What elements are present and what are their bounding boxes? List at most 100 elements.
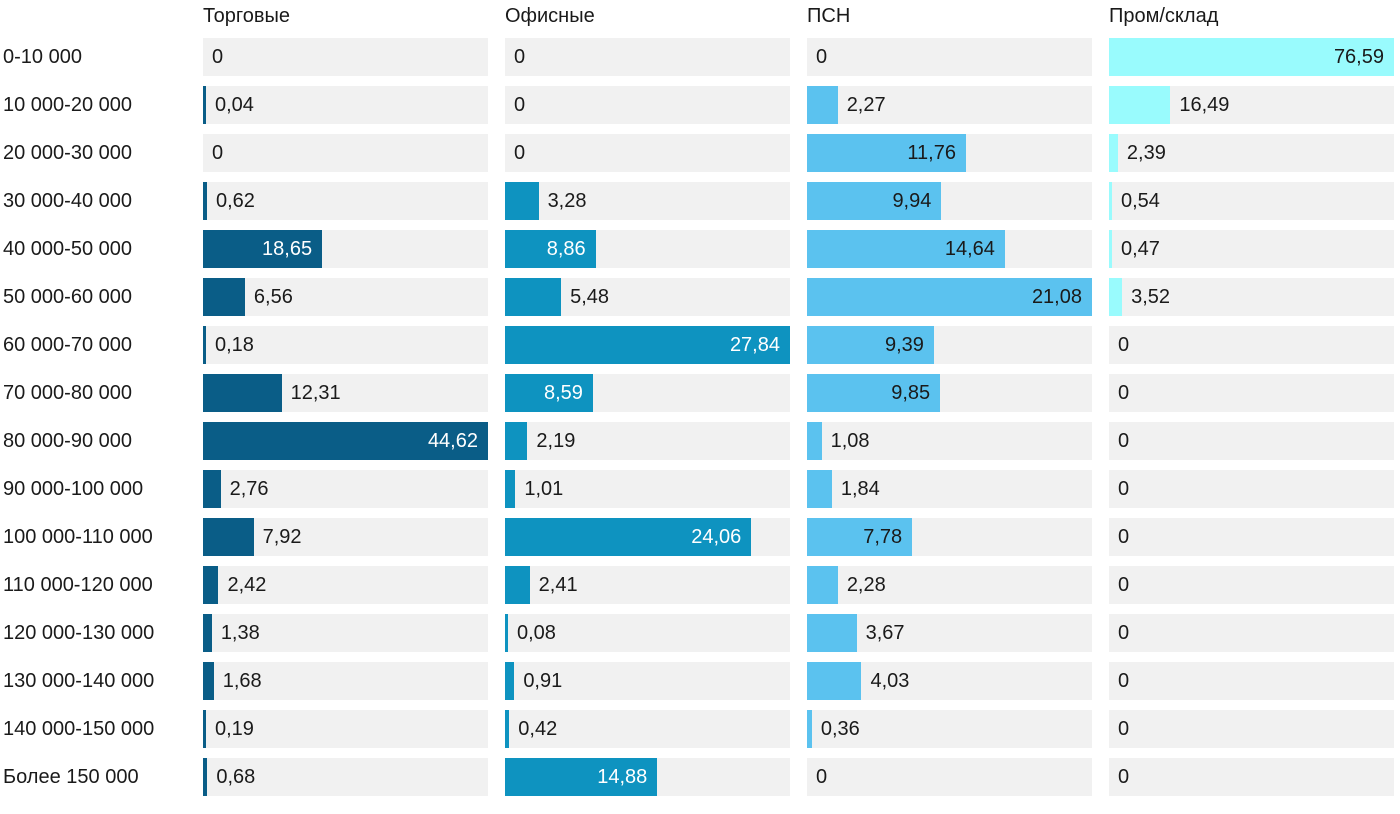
bar-value-label: 7,78	[863, 526, 903, 548]
bar	[505, 518, 752, 556]
bar	[807, 662, 862, 700]
bar-track: 1,68	[203, 662, 488, 700]
bar-track: 16,49	[1109, 86, 1394, 124]
chart-row: 60 000-70 000 0,18 27,84 9,39 0	[0, 326, 1400, 364]
row-label: 60 000-70 000	[3, 333, 133, 356]
bar	[1109, 86, 1171, 124]
bar-track: 0	[1109, 470, 1394, 508]
bar	[203, 614, 212, 652]
bar-value-label: 0	[1118, 622, 1130, 644]
chart-row: 140 000-150 000 0,19 0,42 0,36 0	[0, 710, 1400, 748]
bar	[807, 86, 838, 124]
bar-track: 8,86	[505, 230, 790, 268]
bar-track: 12,31	[203, 374, 488, 412]
row-label: 0-10 000	[3, 45, 82, 68]
column-header-prom-sklad: Пром/склад	[1109, 5, 1219, 27]
bar-value-label: 3,28	[547, 190, 587, 212]
bar-value-label: 12,31	[290, 382, 341, 404]
bar-track: 9,94	[807, 182, 1092, 220]
bar	[505, 422, 528, 460]
bar-track: 2,76	[203, 470, 488, 508]
bar	[807, 710, 812, 748]
bar-track: 0	[1109, 326, 1394, 364]
bar-value-label: 3,67	[865, 622, 905, 644]
column-header-ofisnye: Офисные	[505, 5, 595, 27]
row-label: 90 000-100 000	[3, 477, 144, 500]
bar	[505, 710, 510, 748]
bar-track: 0	[1109, 374, 1394, 412]
bar-track: 0,47	[1109, 230, 1394, 268]
bar	[505, 470, 516, 508]
bar-track: 0	[1109, 518, 1394, 556]
bar-track: 2,28	[807, 566, 1092, 604]
bar-track: 1,84	[807, 470, 1092, 508]
bar-value-label: 9,85	[891, 382, 931, 404]
bar	[203, 278, 245, 316]
bar-value-label: 0	[1118, 526, 1130, 548]
bar-track: 27,84	[505, 326, 790, 364]
bar-track: 4,03	[807, 662, 1092, 700]
bar-track: 14,88	[505, 758, 790, 796]
bar-value-label: 0	[514, 94, 526, 116]
bar-track: 0,91	[505, 662, 790, 700]
bar-value-label: 6,56	[253, 286, 293, 308]
bar	[505, 566, 530, 604]
bar-track: 0,04	[203, 86, 488, 124]
bar-value-label: 44,62	[427, 430, 478, 452]
row-label: 80 000-90 000	[3, 429, 133, 452]
bar-value-label: 0	[212, 142, 224, 164]
bar-value-label: 2,39	[1126, 142, 1166, 164]
row-label: 120 000-130 000	[3, 621, 155, 644]
bar	[1109, 134, 1118, 172]
bar-value-label: 18,65	[262, 238, 313, 260]
bar-value-label: 2,27	[846, 94, 886, 116]
bar-track: 3,67	[807, 614, 1092, 652]
bar-track: 0	[505, 134, 790, 172]
bar	[203, 710, 206, 748]
bar-value-label: 0,19	[215, 718, 254, 740]
bar	[807, 278, 1092, 316]
bar	[203, 470, 221, 508]
bar-track: 2,42	[203, 566, 488, 604]
bar-track: 11,76	[807, 134, 1092, 172]
bar	[203, 230, 323, 268]
chart-row: 80 000-90 000 44,62 2,19 1,08 0	[0, 422, 1400, 460]
chart-row: 50 000-60 000 6,56 5,48 21,08 3,52	[0, 278, 1400, 316]
bar-value-label: 0	[1118, 766, 1130, 788]
bar-track: 14,64	[807, 230, 1092, 268]
bar	[1109, 230, 1112, 268]
bar	[1109, 182, 1112, 220]
bar-value-label: 27,84	[729, 334, 780, 356]
bar-track: 0	[1109, 662, 1394, 700]
bar	[505, 758, 658, 796]
bar	[505, 230, 596, 268]
bar-track: 0,19	[203, 710, 488, 748]
bar-value-label: 0	[1118, 334, 1130, 356]
chart-rows: 0-10 000 0 0 0 76,59 10 000-20 000 0,04 0 2,27 16…	[0, 38, 1400, 796]
bar	[807, 422, 822, 460]
bar	[505, 662, 515, 700]
bar-value-label: 0	[212, 46, 224, 68]
bar-track: 0,54	[1109, 182, 1394, 220]
bar-track: 0	[505, 86, 790, 124]
chart-row: 110 000-120 000 2,42 2,41 2,28 0	[0, 566, 1400, 604]
bar	[807, 182, 942, 220]
chart-row: 130 000-140 000 1,68 0,91 4,03 0	[0, 662, 1400, 700]
bar-value-label: 14,64	[944, 238, 995, 260]
bar-track: 0	[1109, 710, 1394, 748]
bar-value-label: 0	[1118, 574, 1130, 596]
bar-track: 0,42	[505, 710, 790, 748]
bar-value-label: 5,48	[570, 286, 610, 308]
chart-row: 30 000-40 000 0,62 3,28 9,94 0,54	[0, 182, 1400, 220]
bar-value-label: 0,68	[216, 766, 256, 788]
bar-value-label: 2,41	[538, 574, 578, 596]
bar-value-label: 0,54	[1121, 190, 1160, 212]
bar-track: 0,68	[203, 758, 488, 796]
bar-value-label: 0	[514, 142, 526, 164]
bar	[203, 422, 488, 460]
bar-value-label: 9,94	[892, 190, 932, 212]
bar-value-label: 1,84	[840, 478, 880, 500]
column-headers: Торговые Офисные ПСН Пром/склад	[0, 3, 1400, 29]
bar	[203, 518, 254, 556]
bar-track: 0,62	[203, 182, 488, 220]
